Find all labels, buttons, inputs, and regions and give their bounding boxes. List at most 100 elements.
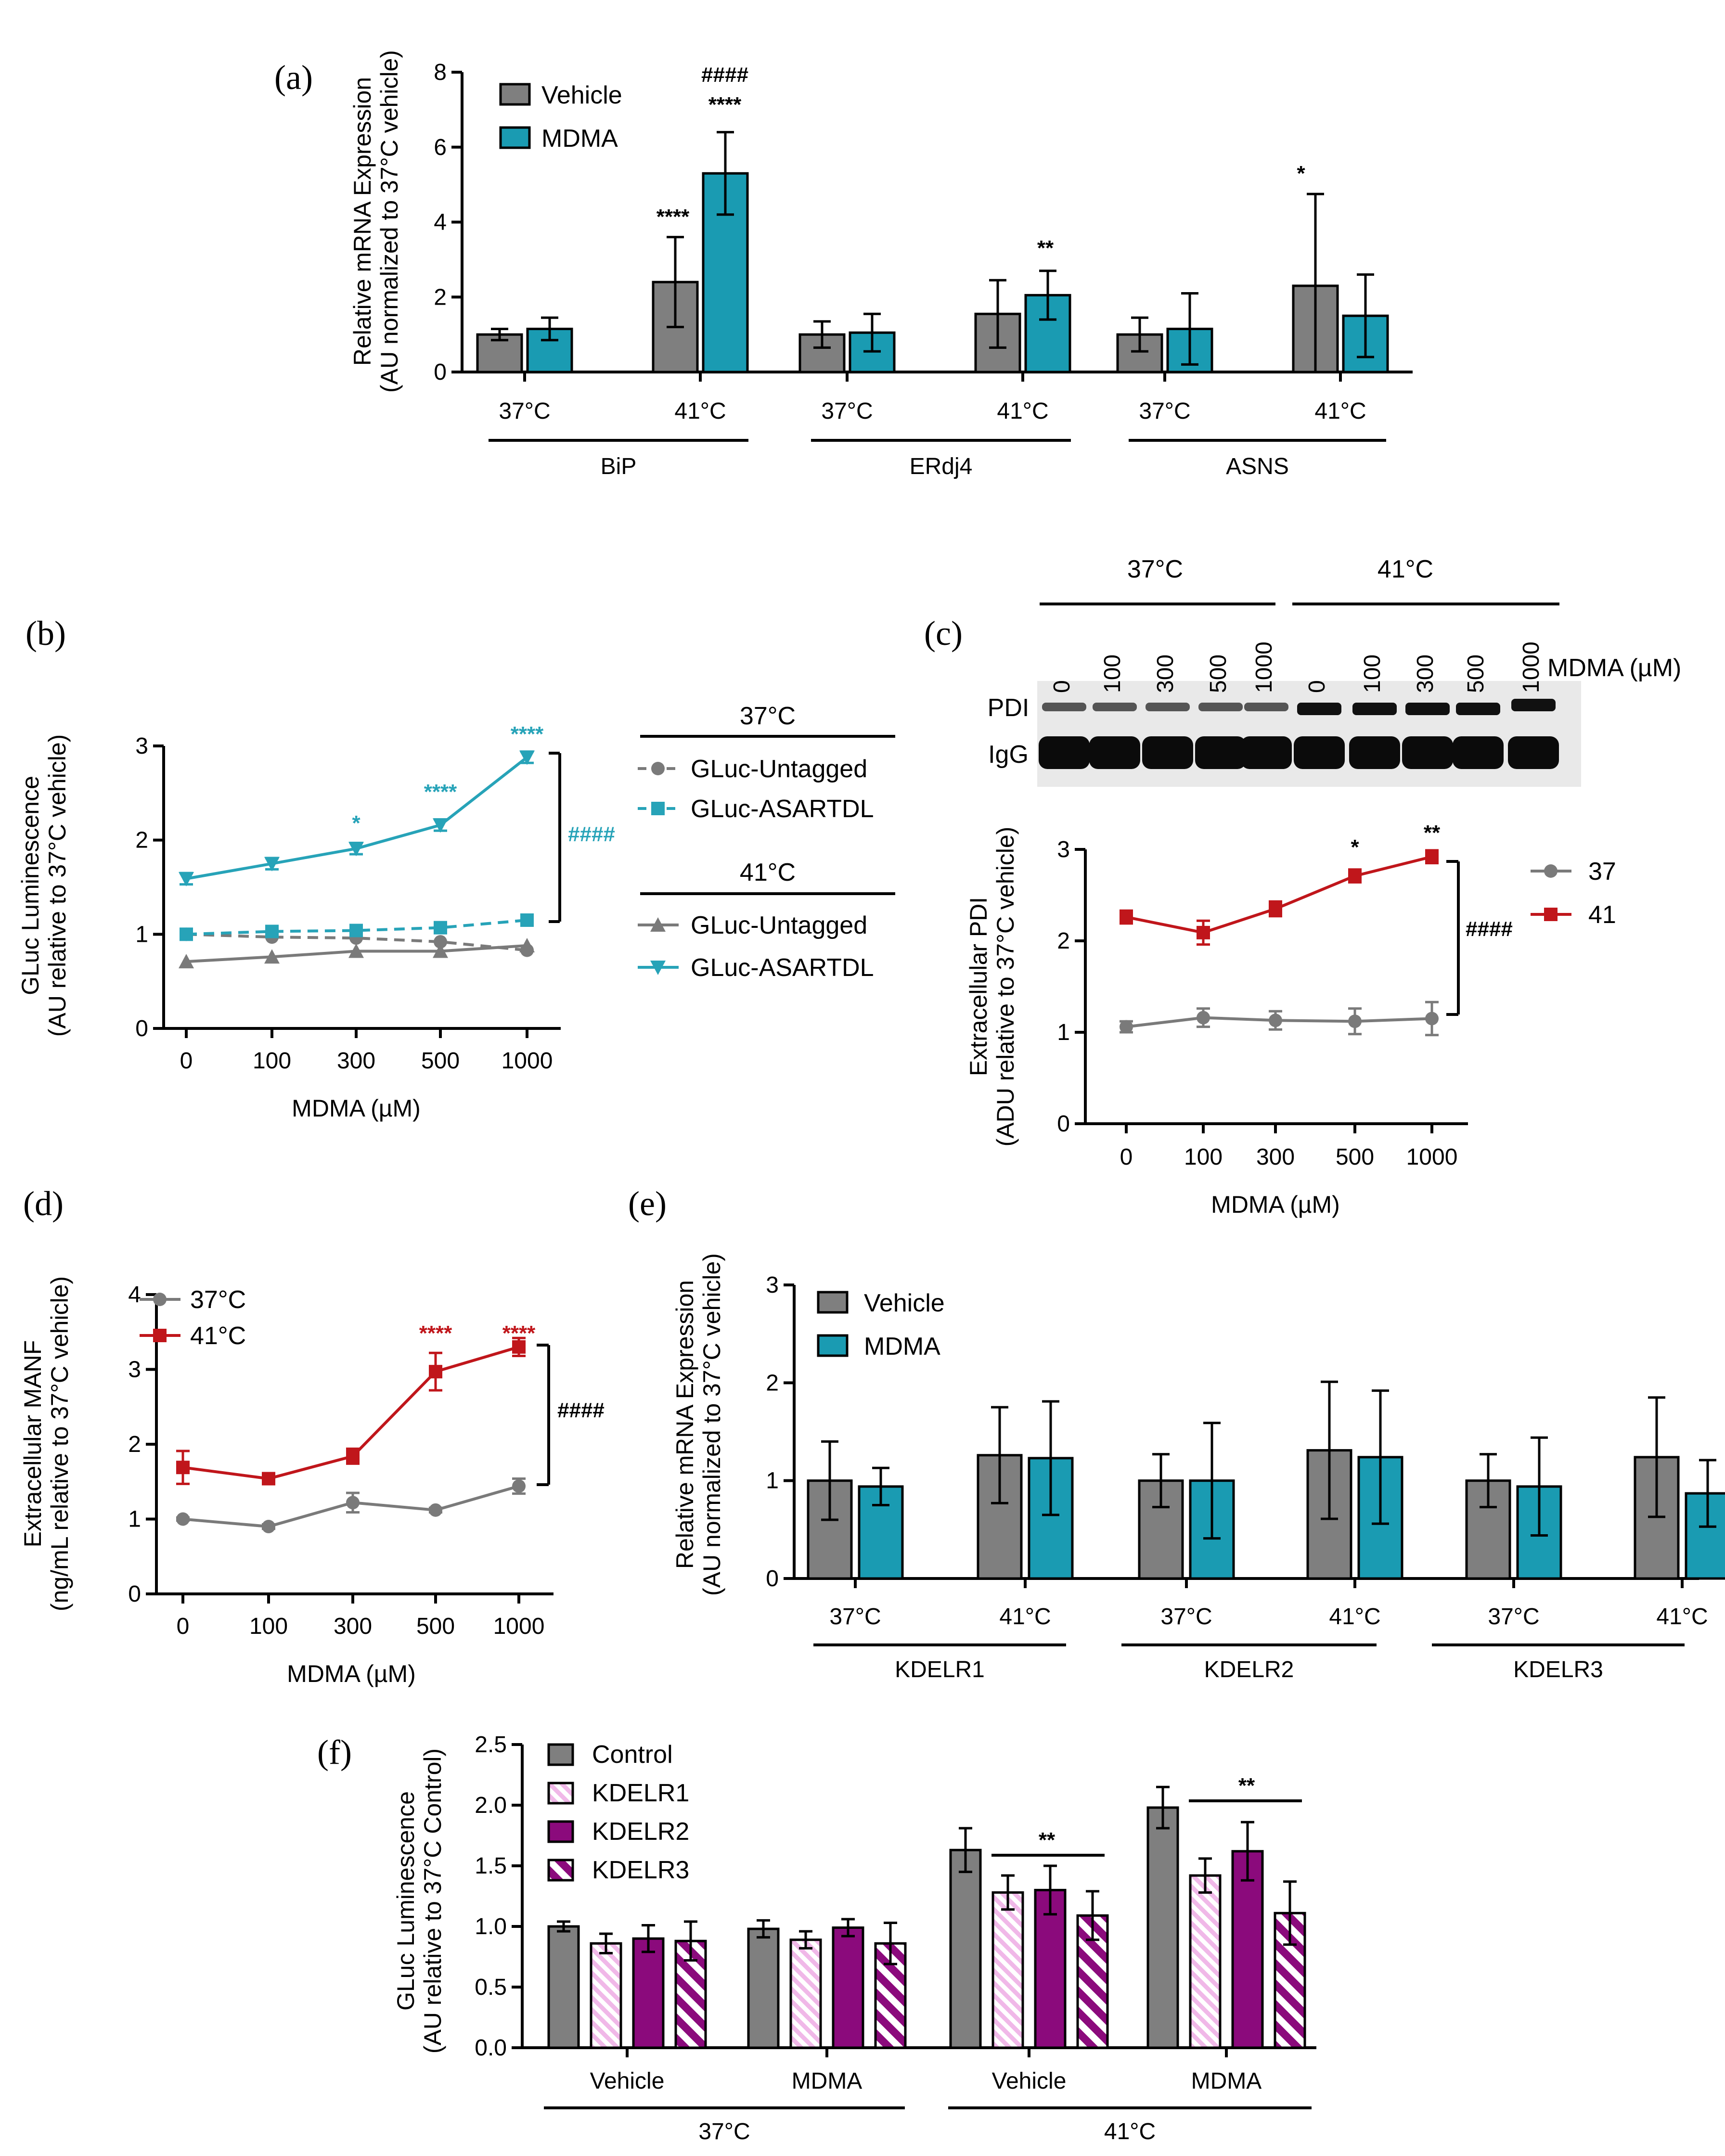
b-panel-label: (b): [26, 614, 66, 653]
b-point: [348, 842, 364, 857]
c-blot-lane-label: 300: [1153, 654, 1178, 693]
b-point: [519, 750, 535, 765]
b-series-line: [186, 918, 528, 936]
c-point: [1425, 1012, 1439, 1026]
e-group-label: KDELR2: [1204, 1657, 1294, 1682]
c-blot-band-igg: [1195, 736, 1246, 769]
c-panel-label: (c): [924, 614, 963, 653]
f-bar-kdelr1: [1189, 1874, 1222, 2049]
c-point: [1269, 902, 1282, 916]
b-legend-asartdl-41: GLuc-ASARTDL: [691, 954, 874, 982]
a-y-tick-label: 8: [434, 60, 447, 85]
f-legend-control: Control: [592, 1741, 673, 1769]
c-blot-lane-label: 300: [1413, 654, 1438, 693]
c-xlabel: MDMA (µM): [1211, 1191, 1340, 1218]
c-y-tick-label: 1: [1057, 1020, 1070, 1045]
c-blot-band-igg: [1241, 736, 1292, 769]
d-x-tick-label: 100: [249, 1614, 288, 1639]
a-annotation: ****: [708, 93, 742, 116]
b-legend-header: 41°C: [740, 859, 796, 886]
d-y-tick-label: 4: [128, 1282, 141, 1308]
c-y-tick-label: 0: [1057, 1111, 1070, 1137]
f-annotation: **: [1039, 1828, 1056, 1852]
e-y-tick-label: 0: [766, 1566, 779, 1591]
c-blot-lane-label: 500: [1206, 654, 1231, 693]
e-ylabel: Relative mRNA Expression: [671, 1280, 698, 1569]
c-y-tick-label: 3: [1057, 837, 1070, 862]
d-point: [346, 1449, 360, 1463]
d-point: [346, 1496, 360, 1510]
c-annotation: **: [1424, 821, 1441, 845]
c-blot-band-igg: [1453, 736, 1504, 769]
e-bar-mdma: [1685, 1492, 1725, 1580]
c-blot-membrane: [1037, 681, 1581, 787]
c-x-tick-label: 1000: [1406, 1144, 1458, 1170]
c-blot-band-igg: [1039, 736, 1090, 769]
c-x-tick-label: 300: [1256, 1144, 1295, 1170]
f-bar-kdelr2: [1231, 1850, 1264, 2049]
c-blot-band-igg: [1089, 736, 1140, 769]
e-x-tick-label: 41°C: [1329, 1604, 1380, 1630]
c-blot-lane-label: 1000: [1519, 642, 1544, 693]
e-x-tick-label: 41°C: [1656, 1604, 1708, 1630]
c-blot-band-pdi: [1297, 703, 1341, 715]
a-y-tick-label: 6: [434, 135, 447, 160]
c-blot-band-igg: [1142, 736, 1193, 769]
c-blot-lane-label: 0: [1049, 680, 1075, 693]
c-series-line: [1126, 855, 1432, 934]
c-blot-band-pdi: [1042, 703, 1086, 711]
a-panel-label: (a): [274, 58, 313, 97]
d-y-tick-label: 3: [128, 1357, 141, 1383]
c-annotation: ####: [1466, 917, 1513, 941]
c-blot-band-igg: [1402, 736, 1453, 769]
f-bar-control: [1146, 1806, 1179, 2049]
e-y-tick-label: 3: [766, 1272, 779, 1298]
c-x-tick-label: 500: [1336, 1144, 1374, 1170]
b-ylabel: GLuc Luminescence: [17, 776, 44, 995]
c-blot-band-pdi: [1093, 703, 1137, 711]
c-blot-band-pdi: [1405, 703, 1450, 715]
f-bar-kdelr1: [590, 1942, 622, 2049]
b-point: [265, 924, 279, 938]
b-point: [434, 935, 447, 949]
c-legend-37: 37: [1588, 858, 1616, 886]
c-point: [1269, 1014, 1282, 1027]
d-point: [429, 1365, 442, 1379]
c-blot-band-igg: [1508, 736, 1559, 769]
a-y-tick-label: 0: [434, 359, 447, 385]
a-legend-mdma: MDMA: [541, 125, 618, 153]
b-x-tick-label: 500: [421, 1048, 460, 1074]
d-point: [176, 1512, 190, 1526]
f-group-label: 37°C: [698, 2119, 750, 2144]
e-y-tick-label: 2: [766, 1370, 779, 1396]
b-y-tick-label: 0: [135, 1016, 148, 1041]
b-series-line: [186, 933, 528, 952]
b-legend-marker: [650, 917, 666, 932]
f-panel-label: (f): [317, 1733, 352, 1771]
f-y-tick-label: 0.0: [475, 2035, 507, 2061]
a-x-tick-label: 37°C: [1139, 398, 1190, 424]
b-x-tick-label: 300: [337, 1048, 375, 1074]
b-xlabel: MDMA (µM): [292, 1095, 421, 1122]
c-x-tick-label: 100: [1184, 1144, 1223, 1170]
b-legend-untagged-37: GLuc-Untagged: [691, 755, 867, 783]
d-annotation: ####: [557, 1399, 605, 1422]
a-x-tick-label: 37°C: [821, 398, 873, 424]
a-y-tick-label: 4: [434, 210, 447, 235]
f-legend-kdelr1: KDELR1: [592, 1779, 689, 1807]
c-point: [1197, 1011, 1210, 1025]
a-ylabel: Relative mRNA Expression: [349, 77, 376, 366]
f-legend-kdelr2: KDELR2: [592, 1818, 689, 1846]
c-ylabel2: (ADU relative to 37°C vehicle): [992, 827, 1019, 1147]
f-bar-kdelr2: [632, 1937, 665, 2049]
b-point: [179, 954, 194, 969]
f-y-tick-label: 2.5: [475, 1732, 507, 1758]
c-x-tick-label: 0: [1120, 1144, 1133, 1170]
a-y-tick-label: 2: [434, 284, 447, 310]
b-annotation: *: [352, 811, 360, 835]
b-ylabel2: (AU relative to 37°C vehicle): [44, 734, 71, 1037]
e-legend-mdma: MDMA: [864, 1333, 940, 1360]
f-x-tick-label: Vehicle: [992, 2068, 1067, 2094]
d-x-tick-label: 0: [177, 1614, 190, 1639]
b-point: [433, 818, 448, 833]
